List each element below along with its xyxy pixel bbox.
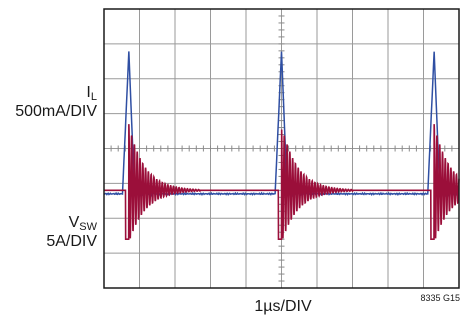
figure-id: 8335 G15 <box>420 293 460 303</box>
vsw-label-main: V <box>68 214 80 231</box>
vsw-trace-label: VSW <box>69 214 97 236</box>
il-label-sub: L <box>90 91 97 103</box>
vsw-trace <box>104 124 460 240</box>
vsw-label-sub: SW <box>79 221 97 233</box>
vsw-scale-label: 5A/DIV <box>46 233 97 250</box>
x-axis-label: 1µs/DIV <box>254 298 312 315</box>
il-scale-label: 500mA/DIV <box>15 103 97 120</box>
il-trace-label: IL <box>86 84 97 106</box>
il-label-main: I <box>86 84 91 101</box>
plot-frame <box>103 8 460 289</box>
